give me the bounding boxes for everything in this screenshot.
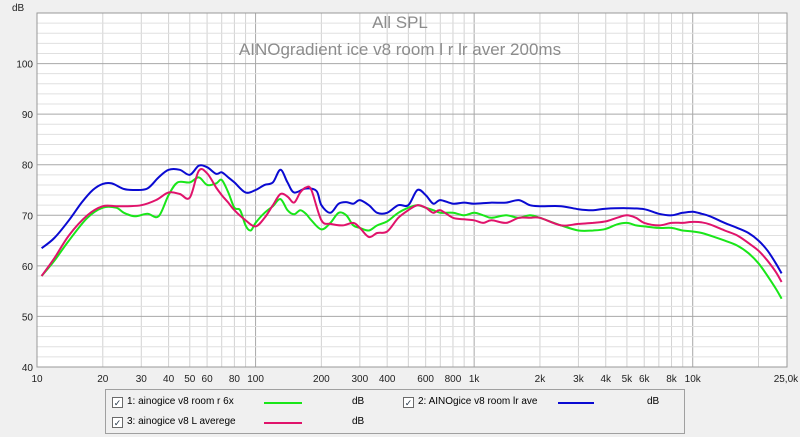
x-tick-label: 60: [202, 374, 214, 385]
plot-frame: [36, 12, 788, 368]
y-tick-label: 60: [22, 262, 34, 273]
chart-title: All SPL: [372, 13, 428, 32]
y-tick-label: 80: [22, 161, 34, 172]
x-tick-label: 6k: [639, 374, 651, 385]
x-tick-label: 2k: [535, 374, 547, 385]
y-ticks: 40 50 60 70 80 90 100: [16, 60, 33, 374]
series-line-2: [40, 164, 783, 274]
legend-swatch-series-2: [558, 402, 594, 404]
x-tick-label: 5k: [622, 374, 634, 385]
chart-grid: [36, 12, 787, 368]
y-tick-label: 50: [22, 312, 34, 323]
plot-background: [37, 13, 787, 367]
y-axis-label: dB: [12, 3, 25, 14]
x-tick-label: 50: [184, 374, 196, 385]
chart-subtitle: AINOgradient ice v8 room l r lr aver 200…: [239, 40, 561, 59]
series-lines: [40, 164, 783, 300]
y-tick-label: 90: [22, 110, 34, 121]
legend-swatch-series-1: [264, 402, 302, 404]
checkbox-series-3[interactable]: ✓: [112, 416, 123, 428]
checkbox-series-2[interactable]: ✓: [403, 396, 414, 408]
x-tick-label: 1k: [469, 374, 481, 385]
x-tick-label: 80: [229, 374, 241, 385]
y-tick-label: 100: [16, 60, 33, 71]
legend-label-series-3: 3: ainogice v8 L averege: [127, 416, 236, 427]
series-line-3: [40, 168, 783, 283]
x-tick-label: 8k: [666, 374, 678, 385]
legend-item-series-3[interactable]: ✓ 3: ainogice v8 L averege: [112, 415, 236, 429]
legend-unit-series-3: dB: [352, 416, 365, 427]
x-tick-label: 100: [247, 374, 264, 385]
x-tick-label: 600: [417, 374, 434, 385]
checkbox-series-1[interactable]: ✓: [112, 396, 123, 408]
legend: ✓ 1: ainogice v8 room r 6x dB ✓ 2: AINOgic…: [105, 389, 685, 434]
legend-unit-series-1: dB: [352, 396, 365, 407]
x-tick-label: 200: [313, 374, 330, 385]
legend-item-series-1[interactable]: ✓ 1: ainogice v8 room r 6x: [112, 395, 234, 409]
legend-swatch-series-3: [264, 422, 302, 424]
x-ticks: 10 20 30 40 50 60 80 100 200 300 400 600 800 1k 2k 3k 4k…: [31, 374, 800, 385]
x-tick-label: 25,0k Hz: [774, 374, 800, 385]
legend-label-series-1: 1: ainogice v8 room r 6x: [127, 396, 234, 407]
legend-unit-series-2: dB: [647, 396, 660, 407]
x-tick-label: 40: [163, 374, 175, 385]
x-tick-label: 300: [352, 374, 369, 385]
x-tick-label: 30: [136, 374, 148, 385]
x-tick-label: 10k: [685, 374, 702, 385]
x-tick-label: 400: [379, 374, 396, 385]
x-tick-label: 10: [31, 374, 43, 385]
x-tick-label: 3k: [573, 374, 585, 385]
legend-label-series-2: 2: AINOgice v8 room lr ave: [418, 396, 538, 407]
x-tick-label: 20: [97, 374, 109, 385]
frequency-response-chart: dB All SPL AINOgradient ice v8 room l r …: [12, 3, 800, 385]
legend-item-series-2[interactable]: ✓ 2: AINOgice v8 room lr ave: [403, 395, 538, 409]
y-tick-label: 40: [22, 363, 34, 374]
y-tick-label: 70: [22, 211, 34, 222]
x-tick-label: 800: [445, 374, 462, 385]
x-tick-label: 4k: [600, 374, 612, 385]
series-line-1: [40, 176, 783, 300]
